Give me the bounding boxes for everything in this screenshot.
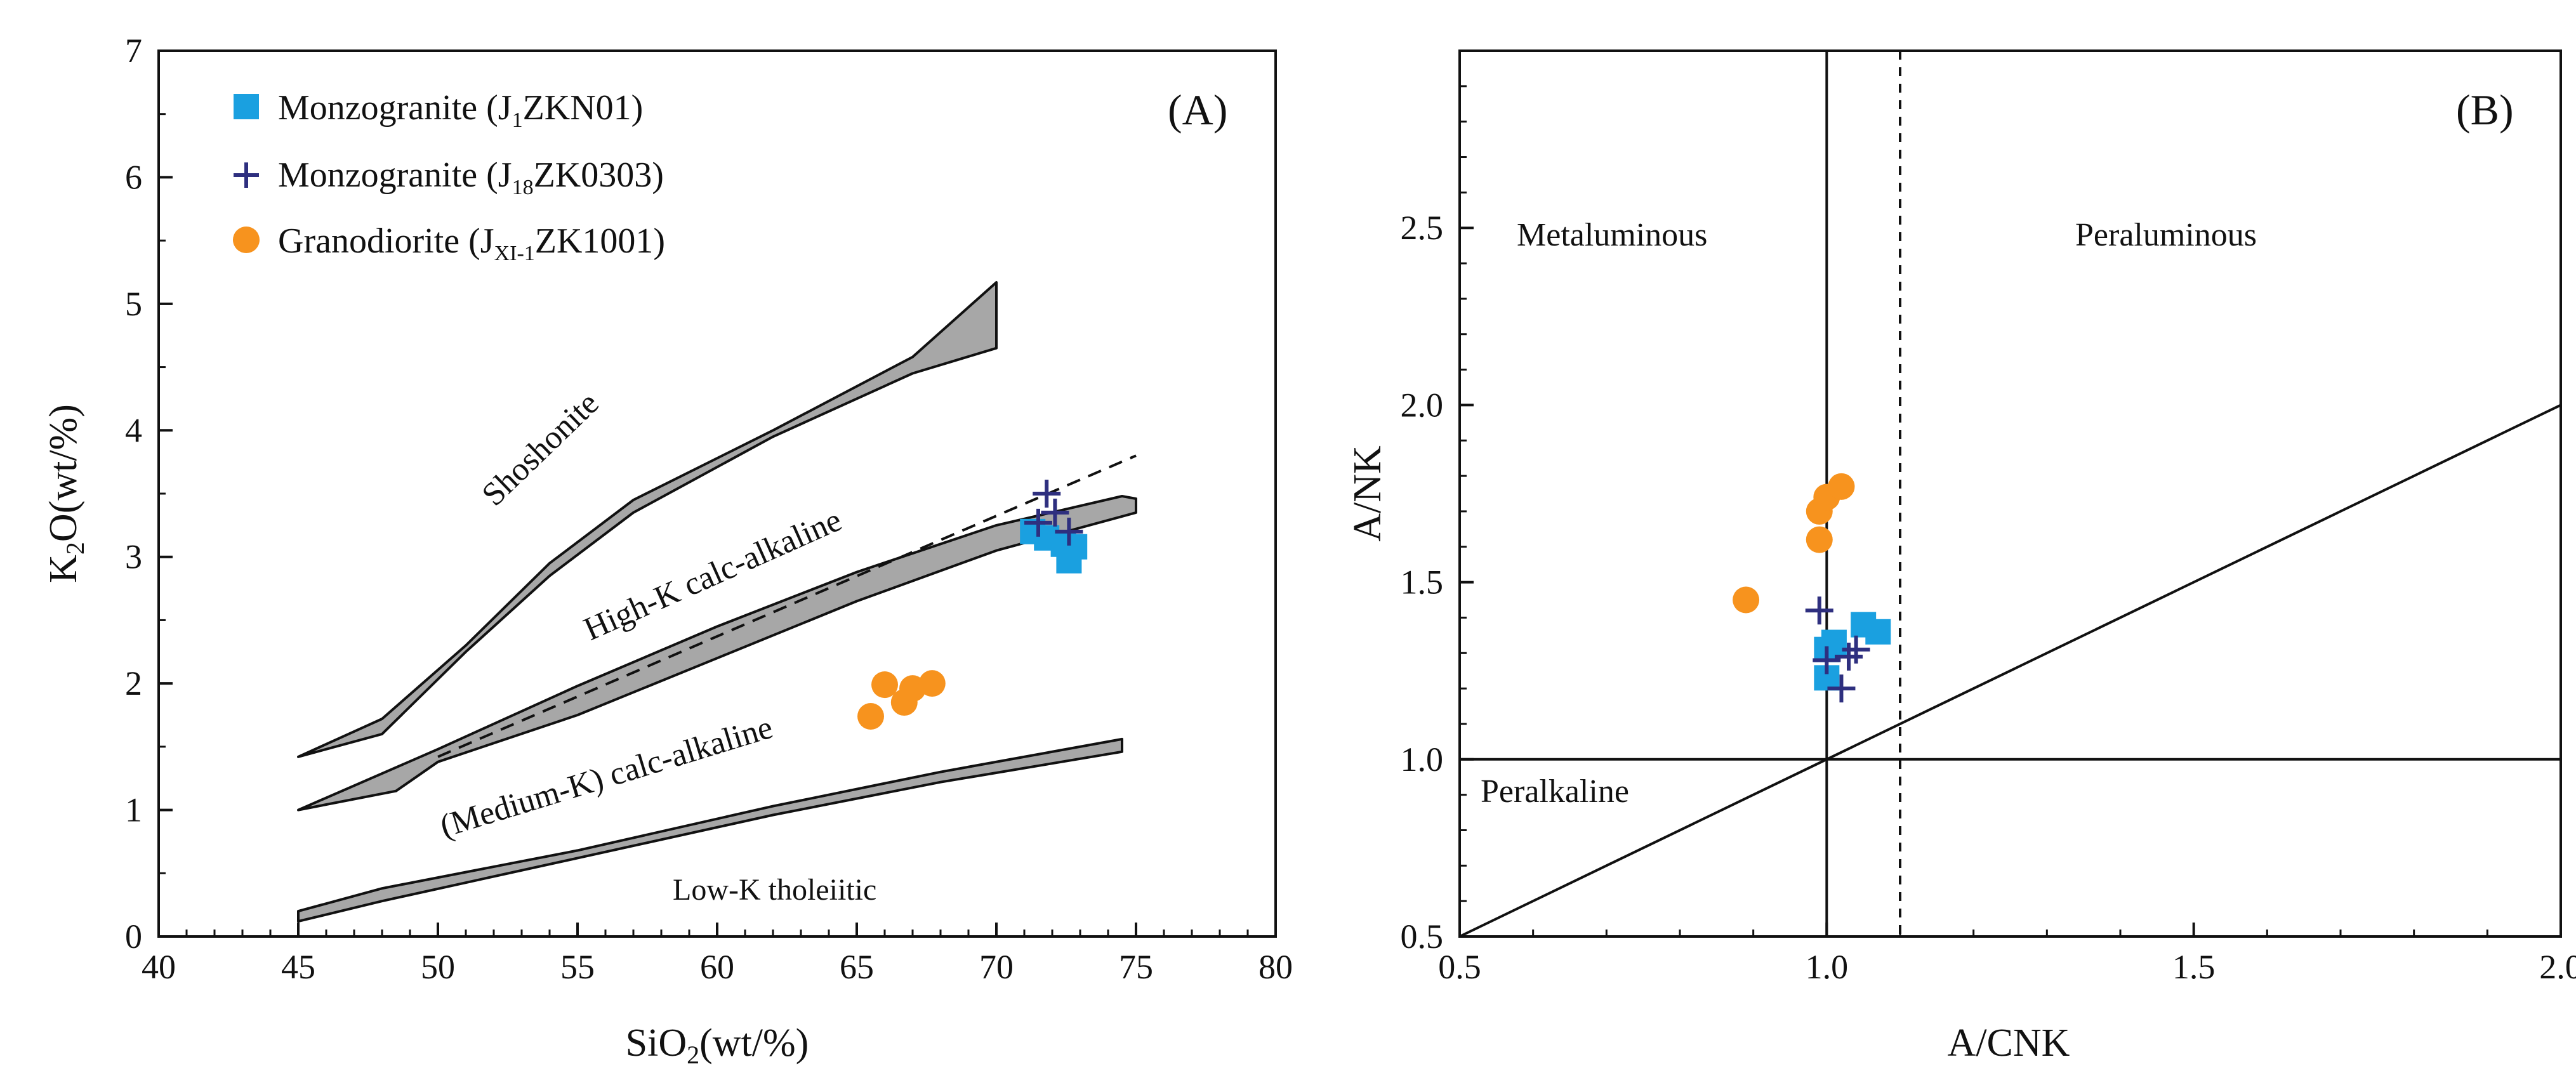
data-point-circle bbox=[1806, 526, 1833, 553]
panel-b-label-peralkaline: Peralkaline bbox=[1481, 773, 1629, 810]
panel-a-field-bands bbox=[297, 281, 1137, 923]
data-point-plus bbox=[1827, 674, 1856, 703]
data-point-plus bbox=[1842, 635, 1870, 664]
y-tick-label: 5 bbox=[125, 285, 142, 323]
x-tick-label: 45 bbox=[281, 948, 315, 986]
data-point-circle bbox=[871, 671, 898, 699]
panel-a-label: (A) bbox=[1168, 86, 1227, 134]
panel-a-label-low-k: Low-K tholeiitic bbox=[673, 873, 876, 907]
high-k-band bbox=[297, 495, 1137, 811]
legend-marker-square bbox=[234, 94, 259, 119]
y-tick-label: 2 bbox=[125, 664, 142, 702]
panel-b-y-axis-title: A/NK bbox=[1346, 445, 1389, 542]
panel-b-label: (B) bbox=[2456, 86, 2514, 134]
x-tick-label: 1.0 bbox=[1806, 948, 1849, 986]
x-tick-label: 40 bbox=[142, 948, 176, 986]
y-tick-label: 2.0 bbox=[1401, 386, 1444, 424]
data-point-plus bbox=[1033, 480, 1061, 508]
panel-b-label-metaluminous: Metaluminous bbox=[1517, 217, 1707, 253]
panel-b-x-axis-title: A/CNK bbox=[1948, 1022, 2070, 1065]
y-tick-label: 0 bbox=[125, 917, 142, 956]
data-point-square bbox=[1865, 619, 1891, 645]
y-tick-label: 6 bbox=[125, 158, 142, 196]
y-tick-label: 0.5 bbox=[1401, 917, 1444, 956]
y-tick-label: 2.5 bbox=[1401, 209, 1444, 247]
data-point-circle bbox=[1733, 586, 1760, 614]
y-tick-label: 4 bbox=[125, 411, 142, 449]
dashed-boundary-line bbox=[437, 454, 1137, 758]
x-tick-label: 75 bbox=[1119, 948, 1153, 986]
legend-entry-1: Monzogranite (J1ZKN01) bbox=[278, 88, 643, 132]
x-tick-label: 60 bbox=[700, 948, 734, 986]
legend-entry-3: Granodiorite (JXI-1ZK1001) bbox=[278, 221, 665, 265]
x-tick-label: 65 bbox=[840, 948, 874, 986]
legend-marker-plus bbox=[234, 162, 259, 188]
x-tick-label: 55 bbox=[560, 948, 595, 986]
x-tick-label: 80 bbox=[1258, 948, 1293, 986]
panel-a-data-points bbox=[857, 480, 1088, 730]
panel-b-plot-frame bbox=[1458, 49, 2562, 938]
x-tick-label: 1.5 bbox=[2172, 948, 2216, 986]
data-point-plus bbox=[1055, 517, 1083, 546]
data-point-circle bbox=[1828, 473, 1855, 500]
y-tick-label: 1.0 bbox=[1401, 740, 1444, 779]
shoshonite-band bbox=[297, 281, 998, 758]
medium-k-band bbox=[297, 737, 1123, 923]
data-point-circle bbox=[857, 702, 884, 730]
data-point-plus bbox=[1813, 646, 1841, 674]
panel-b-label-peraluminous: Peraluminous bbox=[2075, 217, 2257, 253]
x-tick-label: 50 bbox=[421, 948, 455, 986]
legend-entry-2: Monzogranite (J18ZK0303) bbox=[278, 155, 664, 199]
data-point-circle bbox=[918, 670, 946, 697]
panel-a-legend: Monzogranite (J1ZKN01) Monzogranite (J18… bbox=[233, 88, 665, 265]
panel-b-chart: 0.5 1.0 1.5 2.0 0.5 1.0 1.5 2.0 2.5 (B) Metalumi… bbox=[1346, 49, 2576, 1065]
legend-marker-circle bbox=[233, 227, 260, 253]
panel-a-y-axis-title: K2O(wt/%) bbox=[42, 404, 89, 583]
panel-b-axis-ticks: 0.5 1.0 1.5 2.0 0.5 1.0 1.5 2.0 2.5 bbox=[1401, 85, 2576, 986]
y-tick-label: 1 bbox=[125, 791, 142, 829]
panel-a-dashed-boundary bbox=[437, 454, 1137, 758]
y-tick-label: 1.5 bbox=[1401, 563, 1444, 601]
x-tick-label: 2.0 bbox=[2539, 948, 2576, 986]
y-tick-label: 3 bbox=[125, 538, 142, 576]
x-tick-label: 0.5 bbox=[1438, 948, 1481, 986]
panel-b-data-points bbox=[1733, 473, 1891, 703]
data-point-plus bbox=[1041, 498, 1069, 527]
panel-a-x-axis-title: SiO2(wt/%) bbox=[626, 1022, 809, 1069]
panel-a-label-shoshonite: Shoshonite bbox=[475, 385, 606, 513]
data-point-plus bbox=[1835, 642, 1863, 671]
data-point-plus bbox=[1805, 596, 1833, 625]
diagonal-line bbox=[1459, 404, 2561, 938]
data-point-plus bbox=[1024, 508, 1052, 537]
x-tick-label: 70 bbox=[979, 948, 1014, 986]
y-tick-label: 7 bbox=[125, 32, 142, 70]
data-point-square bbox=[1056, 548, 1082, 574]
